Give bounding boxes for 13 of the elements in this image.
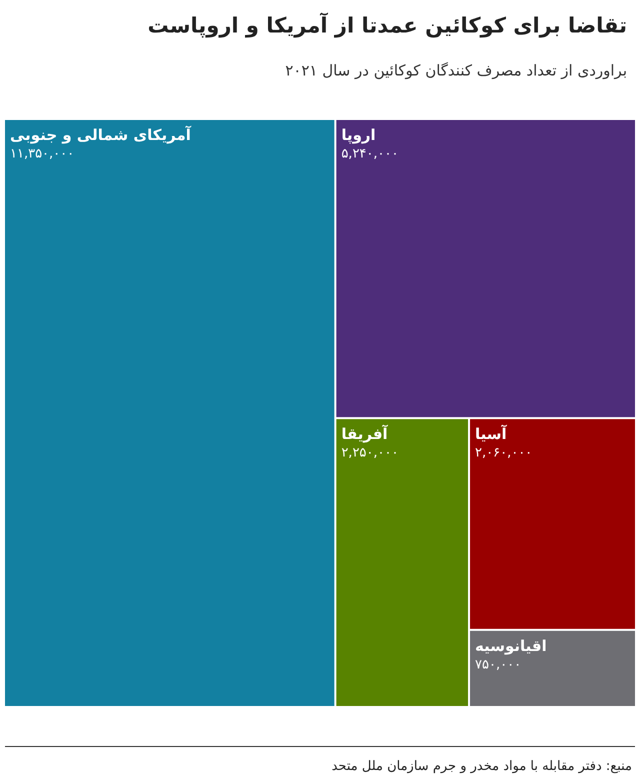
category-label: آفریقا <box>341 424 389 444</box>
text: منبع: دفتر مقابله با مواد مخدر و جرم سازمان ملل متحد <box>332 759 632 774</box>
category-label: آمریکای شمالی و جنوبی <box>10 125 192 144</box>
category-label: اروپا <box>341 126 376 144</box>
text: تقاضا برای کوکائین عمدتا از آمریکا و اروپاست <box>148 12 628 38</box>
data-label: ۱۱,۳۵۰,۰۰۰ <box>10 146 74 162</box>
data-label: ۵,۲۴۰,۰۰۰ <box>341 146 398 162</box>
data-label: ۲,۲۵۰,۰۰۰ <box>341 446 398 461</box>
category-label: اقیانوسیه <box>475 636 547 655</box>
data-label: ۷۵۰,۰۰۰ <box>475 657 522 672</box>
text: براوردی از تعداد مصرف کنندگان کوکائین در سال ۲۰۲۱ <box>285 62 628 80</box>
category-label: آسیا <box>475 424 508 444</box>
data-label: ۲,۰۶۰,۰۰۰ <box>475 446 532 461</box>
